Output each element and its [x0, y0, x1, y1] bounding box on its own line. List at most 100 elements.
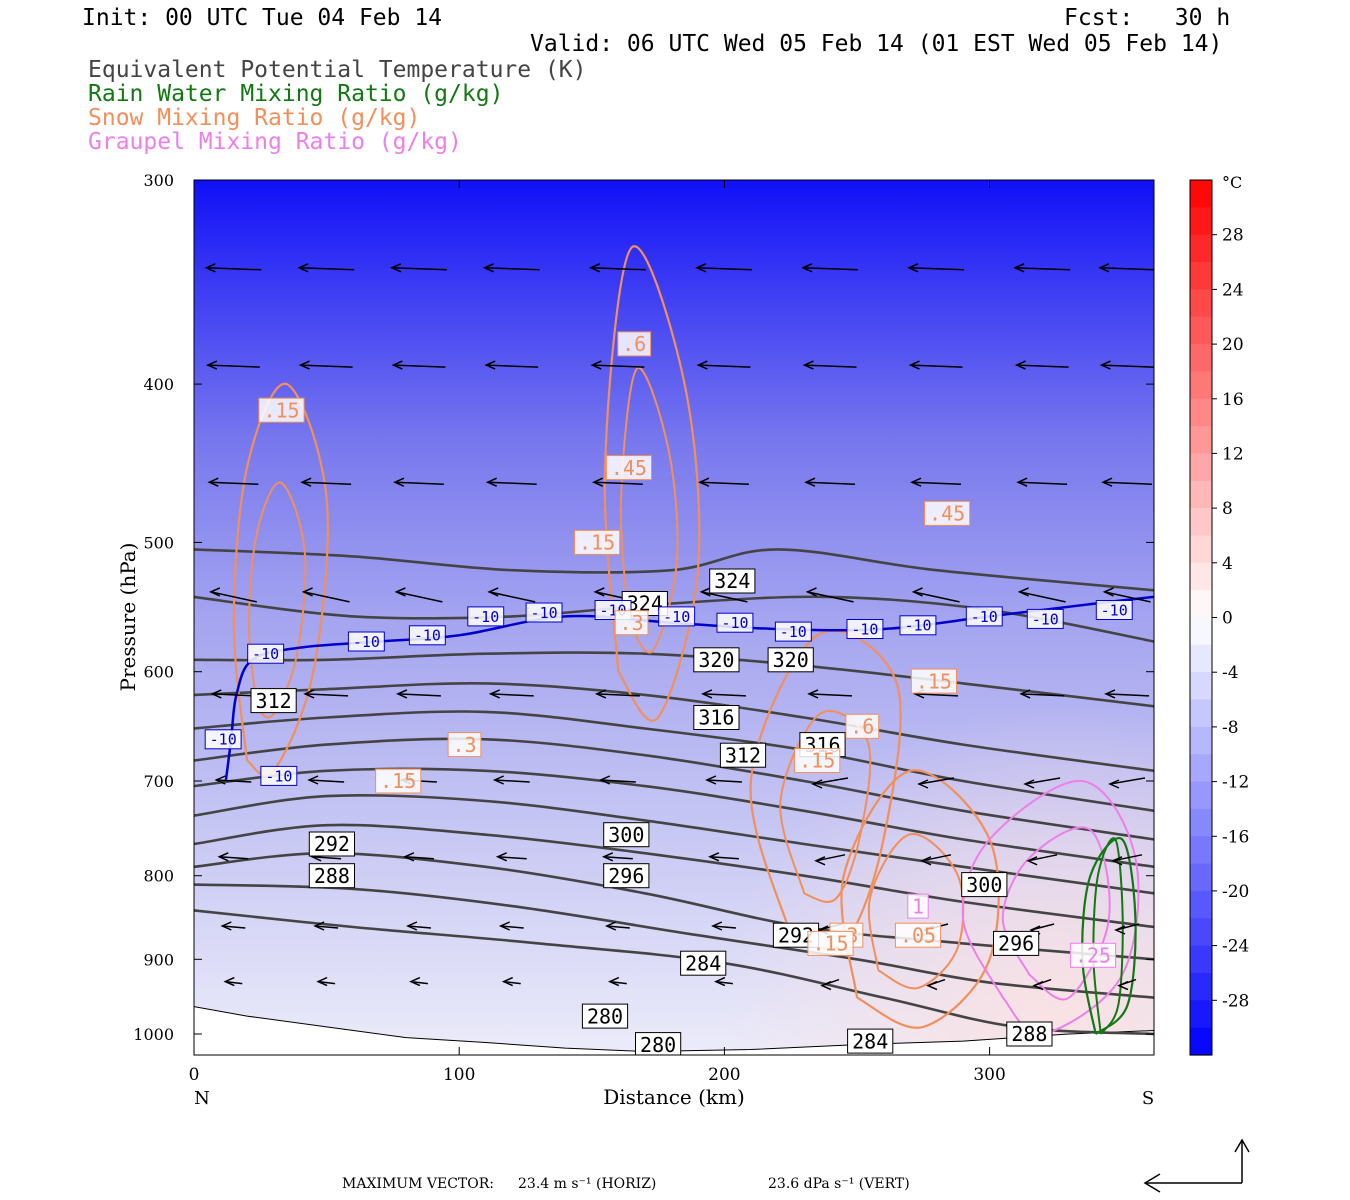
svg-text:.15: .15	[380, 769, 416, 793]
snow-contour	[779, 710, 872, 903]
snow-label: .15	[910, 668, 957, 694]
wind-vector	[307, 775, 345, 785]
wind-vector	[1014, 360, 1069, 370]
svg-text:280: 280	[587, 1004, 623, 1028]
isotherm-label: -10	[899, 615, 937, 636]
snow-label: .15	[258, 397, 305, 423]
x-tick-label: 300	[973, 1065, 1005, 1085]
wind-vector	[207, 477, 259, 487]
isotherm-label: -10	[467, 606, 505, 627]
isotherm-label: -10	[1095, 600, 1133, 620]
y-tick-label: 900	[143, 950, 174, 969]
svg-text:312: 312	[256, 689, 292, 713]
y-tick-label: 500	[143, 533, 174, 552]
snow-label: .45	[924, 500, 971, 526]
theta-e-contour-320	[194, 651, 1154, 708]
svg-text:324: 324	[714, 569, 750, 593]
theta-e-label: 296	[993, 930, 1040, 956]
colorbar-tick-label: 28	[1222, 226, 1244, 246]
wind-vector	[1017, 587, 1066, 603]
isotherm-label: -10	[408, 625, 446, 646]
init-time: Init: 00 UTC Tue 04 Feb 14	[82, 5, 443, 31]
wind-vector	[814, 854, 846, 866]
svg-text:-10: -10	[472, 608, 499, 626]
x-tick-label: 0	[189, 1065, 200, 1085]
colorbar-band	[1190, 1027, 1212, 1056]
wind-vector	[1016, 477, 1068, 487]
wind-vector	[1032, 978, 1052, 991]
wind-vector	[917, 777, 955, 789]
wind-vector	[313, 921, 339, 931]
snow-contour	[840, 769, 1000, 1029]
wind-vector	[1101, 477, 1153, 487]
colorbar-tick-label: -28	[1222, 991, 1249, 1011]
wind-vector	[1098, 263, 1154, 273]
svg-text:284: 284	[852, 1029, 888, 1053]
wind-vector	[1019, 689, 1065, 699]
theta-e-label: 280	[581, 1003, 629, 1029]
theta-e-label: 300	[961, 872, 1008, 898]
graupel-contour	[1001, 826, 1111, 1001]
colorbar-tick-label: 4	[1222, 554, 1233, 574]
svg-text:-10: -10	[252, 645, 279, 663]
svg-text:.6: .6	[850, 715, 874, 739]
colorbar-band	[1190, 289, 1212, 318]
colorbar-tick-label: 0	[1222, 609, 1233, 629]
wind-vector	[714, 976, 733, 987]
wind-vector	[601, 852, 633, 862]
colorbar-band	[1190, 644, 1212, 673]
legend-theta-e: Equivalent Potential Temperature (K)	[88, 57, 587, 83]
colorbar-band	[1190, 344, 1212, 372]
y-tick-label: 1000	[133, 1025, 174, 1044]
snow-label: .3	[447, 732, 482, 758]
colorbar-band	[1190, 754, 1212, 783]
wind-vector	[1013, 263, 1071, 273]
svg-text:-10: -10	[265, 767, 292, 785]
colorbar-band	[1190, 918, 1212, 947]
wind-vector	[487, 587, 536, 603]
wind-vector	[390, 263, 447, 273]
wind-vector	[1026, 854, 1058, 866]
theta-e-contour-304	[194, 767, 1154, 869]
colorbar-tick-label: 12	[1222, 444, 1244, 464]
wind-vector	[488, 689, 534, 699]
isotherm-label: -10	[260, 765, 298, 786]
colorbar-band	[1190, 836, 1212, 865]
y-tick-label: 400	[143, 375, 174, 394]
colorbar-band	[1190, 535, 1212, 564]
isotherm-label: -10	[846, 619, 884, 639]
wind-vector	[907, 263, 965, 273]
snow-contour	[619, 367, 679, 654]
graupel-label: .25	[1069, 942, 1117, 968]
colorbar-tick-label: -16	[1222, 827, 1249, 847]
svg-text:1: 1	[912, 894, 924, 918]
isotherm-label: -10	[247, 643, 285, 664]
theta-e-contour-316	[194, 681, 1154, 773]
theta-e-label: 284	[680, 950, 727, 976]
colorbar-band	[1190, 945, 1212, 974]
colorbar-band	[1190, 371, 1212, 400]
wind-vector	[591, 477, 643, 487]
svg-text:312: 312	[725, 743, 761, 767]
colorbar-band	[1190, 808, 1212, 837]
svg-text:296: 296	[998, 932, 1034, 956]
snow-contour	[603, 245, 701, 722]
wind-vector	[297, 263, 355, 273]
svg-text:.45: .45	[929, 502, 965, 526]
wind-vector	[920, 854, 952, 866]
colorbar-tick-label: -20	[1222, 882, 1249, 902]
svg-text:.15: .15	[812, 932, 848, 956]
colorbar-band	[1190, 699, 1212, 728]
y-tick-label: 700	[143, 772, 174, 791]
x-tick-label: 100	[443, 1065, 475, 1085]
wind-vector	[805, 587, 854, 603]
wind-vector	[820, 978, 840, 991]
x-end-label-south: S	[1142, 1088, 1154, 1109]
wind-vector	[811, 777, 849, 789]
svg-text:.6: .6	[622, 332, 646, 356]
svg-text:.3: .3	[452, 733, 476, 757]
wind-vector	[699, 587, 748, 603]
svg-text:300: 300	[608, 823, 644, 847]
theta-e-label: 300	[603, 822, 650, 848]
colorbar-band	[1190, 1000, 1212, 1029]
